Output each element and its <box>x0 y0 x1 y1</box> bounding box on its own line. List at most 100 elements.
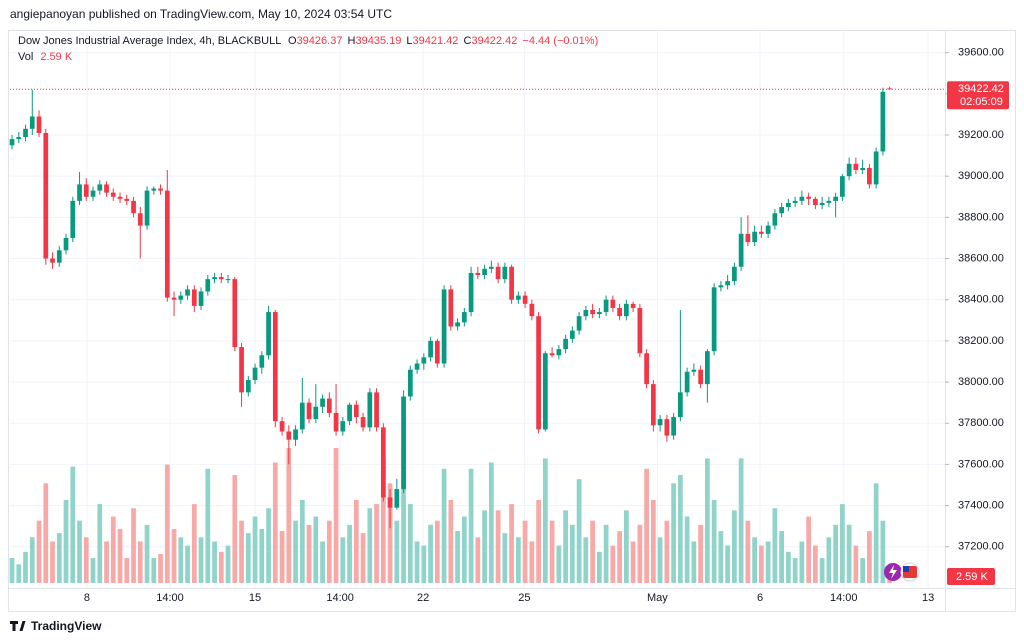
volume-bar <box>448 499 454 583</box>
candle-body <box>225 279 231 281</box>
candle-body <box>164 190 170 298</box>
candle-body <box>313 406 319 420</box>
candle-body <box>799 196 805 201</box>
candle-body <box>610 299 616 308</box>
volume-bar <box>691 541 697 583</box>
candle-body <box>56 250 62 263</box>
volume-bar <box>218 551 224 583</box>
y-tick-label: 37800.00 <box>958 417 1004 429</box>
volume-bar <box>104 541 109 583</box>
volume-bar <box>347 524 352 583</box>
candle-body <box>488 266 494 269</box>
volume-bar <box>232 475 238 583</box>
volume-bar <box>650 499 656 583</box>
candle-body <box>759 231 764 234</box>
volume-bar <box>191 504 197 583</box>
candle-body <box>725 281 730 286</box>
candle-body <box>482 268 487 275</box>
candle-body <box>16 137 22 140</box>
candle-body <box>97 184 103 191</box>
candle-body <box>333 412 339 432</box>
candle-body <box>684 371 690 393</box>
candle-body <box>529 303 535 317</box>
volume-bar <box>151 558 157 583</box>
volume-bar <box>124 558 130 583</box>
candle-body <box>23 128 28 138</box>
candle-body <box>846 163 852 177</box>
candle-body <box>353 404 359 418</box>
volume-bar <box>117 529 123 583</box>
candle-body <box>583 310 589 317</box>
candle-body <box>678 392 683 418</box>
candle-body <box>569 330 575 339</box>
volume-bar <box>576 479 582 583</box>
candle-body <box>576 316 582 331</box>
legend-low-label: L <box>406 35 412 47</box>
volume-bar <box>374 504 379 583</box>
volume-bar <box>212 541 217 583</box>
volume-bar <box>542 458 548 583</box>
y-tick-label: 39600.00 <box>958 47 1004 59</box>
volume-bar <box>556 545 562 583</box>
candle-body <box>83 184 89 197</box>
candle-body <box>110 192 116 197</box>
volume-bar <box>83 537 89 583</box>
volume-bar <box>617 531 622 583</box>
candle-body <box>772 213 778 226</box>
candle-body <box>732 266 737 282</box>
volume-bar <box>367 508 373 583</box>
candle-body <box>657 419 663 426</box>
volume-tag <box>947 568 995 585</box>
legend-title: Dow Jones Industrial Average Index, 4h, … <box>18 35 281 47</box>
candle-body <box>279 421 285 432</box>
volume-legend-value: 2.59 K <box>40 51 72 63</box>
candle-body <box>637 307 643 354</box>
candle-body <box>461 312 467 323</box>
volume-bar <box>529 541 535 583</box>
brand: TradingView <box>31 619 102 633</box>
candle-body <box>691 369 697 372</box>
candle-body <box>536 316 541 430</box>
volume-bar <box>698 524 703 583</box>
candle-body <box>29 116 35 129</box>
volume-bar <box>833 524 838 583</box>
candle-body <box>320 398 325 407</box>
volume-legend-title: Vol <box>18 51 33 63</box>
legend-close-label: C <box>464 35 472 47</box>
candle-body <box>718 285 724 288</box>
x-tick-label: 14:00 <box>830 592 858 604</box>
volume-bar <box>293 520 298 583</box>
candle-body <box>421 357 427 364</box>
volume-bar <box>549 520 555 583</box>
candle-body <box>252 367 258 380</box>
volume-bar <box>252 516 258 583</box>
volume-bar <box>630 541 636 583</box>
candle-body <box>441 289 447 364</box>
volume-bar <box>867 531 872 583</box>
volume-bar <box>401 448 406 583</box>
volume-bar <box>610 545 616 583</box>
volume-bar <box>522 520 528 583</box>
event-icon-glyph <box>889 565 897 579</box>
candle-body <box>299 402 305 430</box>
volume-bar <box>725 545 730 583</box>
y-tick-label: 37600.00 <box>958 458 1004 470</box>
candle-body <box>286 431 292 440</box>
candle-body <box>124 198 130 201</box>
candle-body <box>873 151 879 185</box>
volume-bar <box>77 520 82 583</box>
volume-bar <box>468 468 474 583</box>
volume-bar <box>279 531 285 583</box>
volume-bar <box>623 510 629 583</box>
candle-body <box>617 307 622 317</box>
volume-bar <box>16 564 22 583</box>
volume-bar <box>387 483 393 583</box>
volume-bar <box>536 499 541 583</box>
candle-body <box>158 188 163 191</box>
volume-bar <box>819 558 825 583</box>
candle-body <box>840 176 845 197</box>
volume-bar <box>799 541 805 583</box>
y-tick-label: 38600.00 <box>958 252 1004 264</box>
volume-bar <box>644 468 649 583</box>
